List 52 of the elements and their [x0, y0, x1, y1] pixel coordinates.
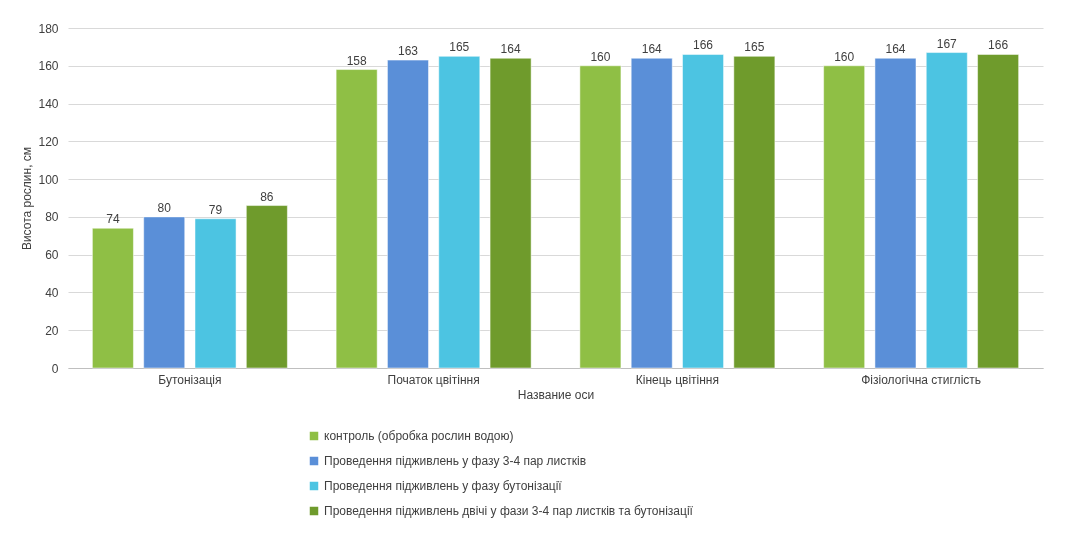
bar [335, 69, 378, 369]
legend-label: контроль (обробка рослин водою) [324, 429, 514, 443]
y-tick-label: 140 [38, 97, 59, 112]
data-label: 166 [693, 38, 714, 53]
data-label: 74 [106, 212, 120, 227]
x-axis-title: Название оси [517, 387, 595, 402]
bar [387, 59, 429, 369]
y-tick-label: 120 [38, 134, 59, 149]
bar [579, 65, 622, 369]
bar [682, 54, 724, 369]
x-tick-label: Бутонізація [158, 372, 222, 387]
y-tick-label: 100 [38, 172, 59, 187]
data-label: 166 [988, 38, 1009, 53]
y-tick-label: 20 [45, 323, 59, 338]
bar [489, 57, 532, 369]
bar [977, 54, 1019, 369]
data-label: 158 [346, 53, 367, 68]
bar [823, 65, 865, 369]
data-label: 160 [590, 49, 611, 64]
bar [733, 56, 776, 369]
legend-label: Проведення підживлень у фазу 3-4 пар листків [324, 454, 587, 468]
y-axis-title: Висота рослин, см [20, 146, 35, 251]
bar [92, 227, 134, 369]
legend-label: Проведення підживлень у фазу бутонізації [324, 479, 563, 493]
data-label: 164 [885, 42, 906, 57]
bar [246, 205, 288, 369]
bar [143, 216, 185, 369]
x-tick-label: Кінець цвітіння [635, 372, 719, 387]
data-label: 80 [157, 200, 172, 215]
data-label: 79 [208, 202, 223, 217]
legend-label: Проведення підживлень двічі у фази 3-4 пар листків та бутонізації [324, 504, 694, 518]
data-label: 164 [500, 42, 521, 57]
data-label: 163 [397, 44, 419, 59]
y-tick-label: 60 [45, 248, 59, 263]
bar [630, 57, 673, 369]
data-label: 164 [641, 42, 663, 57]
x-tick-label: Початок цвітіння [387, 372, 480, 387]
data-label: 167 [936, 36, 958, 51]
y-tick-label: 40 [45, 285, 59, 300]
y-tick-label: 160 [38, 59, 59, 74]
bar [194, 218, 237, 369]
data-label: 86 [260, 189, 274, 204]
data-label: 160 [834, 49, 855, 64]
bar [926, 52, 968, 369]
y-tick-label: 0 [51, 361, 59, 376]
x-tick-label: Фізіологічна стиглість [861, 372, 982, 387]
data-label: 165 [744, 40, 765, 55]
y-tick-label: 180 [38, 21, 59, 36]
bar [438, 56, 481, 369]
data-label: 165 [449, 40, 470, 55]
bar [874, 57, 917, 369]
y-tick-label: 80 [45, 210, 59, 225]
